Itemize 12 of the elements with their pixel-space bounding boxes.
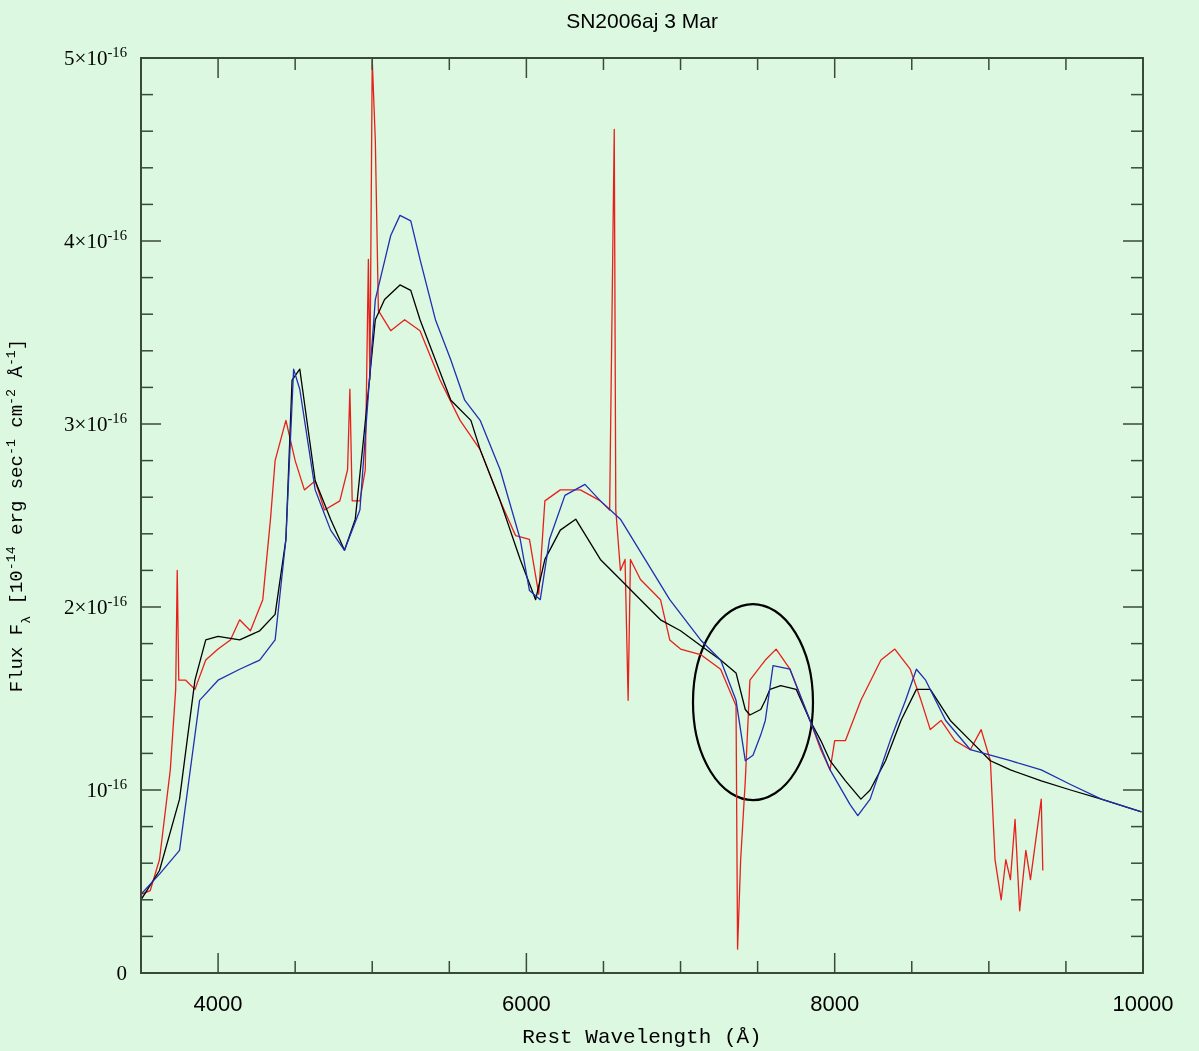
y-tick-label: 10$^{-16}$ [86, 776, 127, 802]
chart-title: SN2006aj 3 Mar [566, 9, 718, 32]
y-tick-label: 2×10$^{-16}$ [64, 593, 127, 619]
x-tick-label: 6000 [501, 991, 551, 1016]
y-tick-label: 5×10$^{-16}$ [64, 44, 127, 70]
x-tick-label: 4000 [193, 991, 243, 1016]
y-tick-label: 4×10$^{-16}$ [64, 227, 127, 253]
x-tick-label: 10000 [1112, 991, 1174, 1016]
y-tick-label: 0 [116, 961, 127, 985]
x-tick-label: 8000 [810, 991, 860, 1016]
y-tick-label: 3×10$^{-16}$ [64, 410, 127, 436]
x-axis-title: Rest Wavelength (Å) [522, 1026, 762, 1049]
